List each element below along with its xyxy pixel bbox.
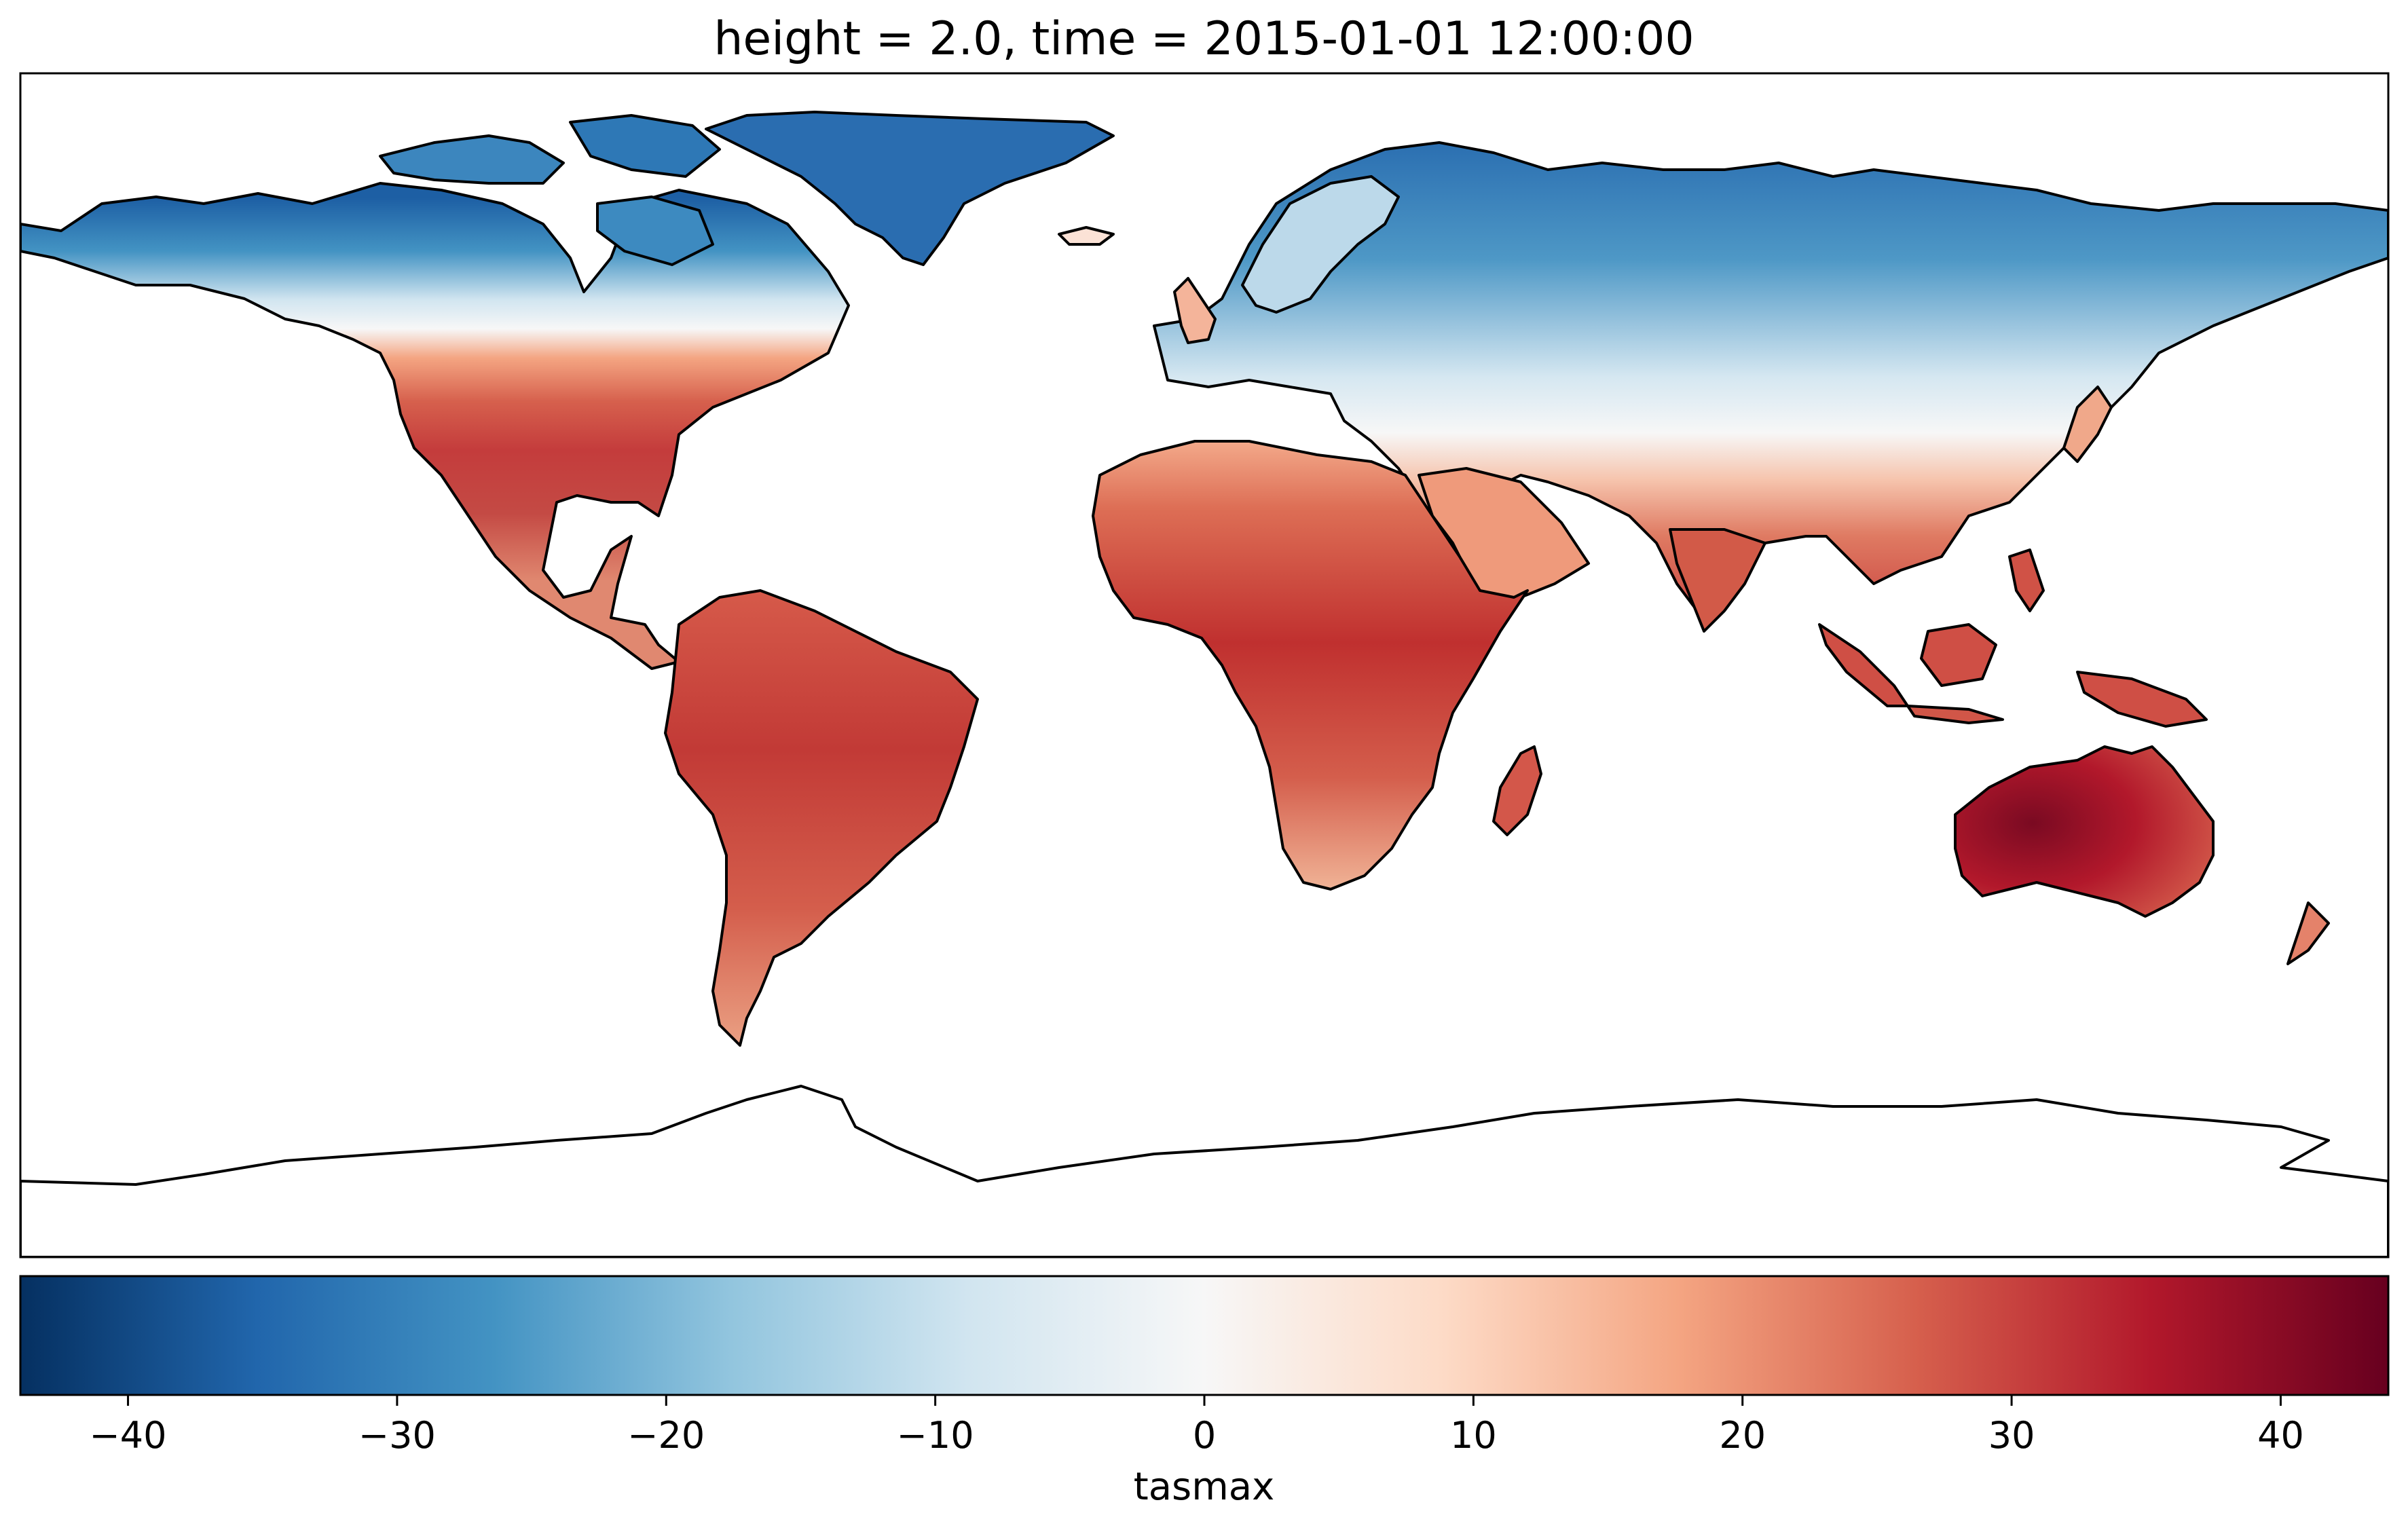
landmass-scandinavia (1241, 175, 1400, 314)
colorbar-tick-label: 10 (1450, 1414, 1497, 1457)
landmass-canadian-arctic-2 (569, 114, 721, 178)
landmass-new-zealand (2286, 901, 2330, 965)
landmass-africa (1092, 440, 1529, 891)
landmass-britain (1173, 277, 1217, 344)
landmass-antarctica (20, 1085, 2388, 1257)
landmass-madagascar (1492, 745, 1542, 836)
landmass-new-guinea (2076, 671, 2208, 728)
landmass-canadian-arctic-3 (596, 195, 714, 266)
landmass-java (1906, 705, 2004, 724)
landmass-arabia (1418, 467, 1590, 612)
colorbar-tick-label: 30 (1988, 1414, 2035, 1457)
landmass-iceland (1058, 226, 1115, 246)
colorbar-tick-label: −40 (90, 1414, 167, 1457)
landmass-australia (1954, 745, 2215, 918)
landmass-borneo (1920, 623, 1997, 687)
landmass-japan (2062, 386, 2113, 463)
colorbar-tick-label: −20 (627, 1414, 705, 1457)
colorbar-ticks: −40 −30 −20 −10 0 10 20 30 40 (90, 1395, 2304, 1457)
colorbar-label: tasmax (1133, 1465, 1275, 1509)
plot-title: height = 2.0, time = 2015-01-01 12:00:00 (714, 12, 1694, 66)
colorbar-tick-label: 20 (1719, 1414, 1766, 1457)
landmass-north-america (20, 182, 850, 670)
colorbar-tick-label: 40 (2257, 1414, 2304, 1457)
colorbar-tick-label: −30 (358, 1414, 436, 1457)
landmass-greenland (705, 111, 1115, 266)
landmass-south-america (664, 589, 979, 1047)
colorbar-fill (19, 1275, 2390, 1396)
landmass-philippines (2008, 548, 2045, 612)
landmass-india (1669, 528, 1766, 633)
colorbar-tick-label: −10 (897, 1414, 974, 1457)
landmass-canadian-arctic (379, 134, 565, 185)
landmass-sumatra (1818, 623, 1909, 707)
colorbar-tick-label: 0 (1193, 1414, 1216, 1457)
